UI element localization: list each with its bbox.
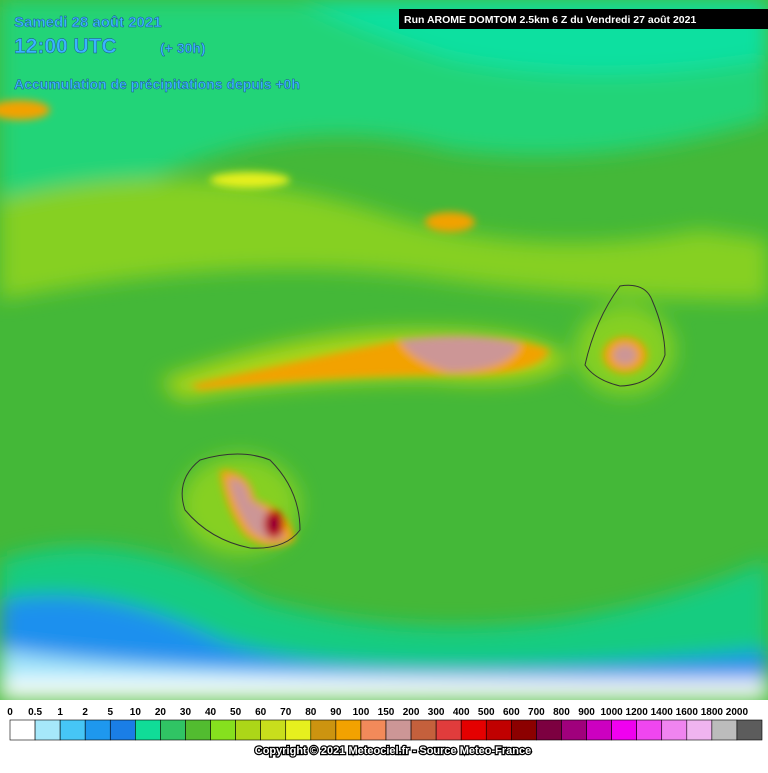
legend-label: 5 xyxy=(107,707,113,718)
lead-time: (+ 30h) xyxy=(160,40,206,56)
legend-label: 400 xyxy=(453,707,470,718)
legend-label: 200 xyxy=(403,707,420,718)
legend-swatch xyxy=(561,719,587,741)
legend-swatch xyxy=(135,719,161,741)
legend-label: 20 xyxy=(155,707,167,718)
legend-label: 30 xyxy=(180,707,192,718)
legend-swatch xyxy=(485,719,512,741)
legend-swatch xyxy=(686,719,713,741)
legend-swatch xyxy=(59,719,86,741)
legend-swatch xyxy=(335,719,362,741)
copyright: Copyright © 2021 Meteociel.fr - Source M… xyxy=(255,745,531,757)
legend-label: 700 xyxy=(528,707,545,718)
legend-swatch xyxy=(661,719,688,741)
legend-label: 1000 xyxy=(600,707,623,718)
legend-label: 1800 xyxy=(701,707,724,718)
legend-label: 40 xyxy=(205,707,217,718)
island-outline xyxy=(584,284,666,387)
legend-swatch xyxy=(636,719,663,741)
legend-swatch xyxy=(385,719,412,741)
legend-swatch xyxy=(736,719,763,741)
legend-label: 60 xyxy=(255,707,267,718)
legend-label: 600 xyxy=(503,707,520,718)
island-outline xyxy=(181,453,301,549)
legend-swatch xyxy=(360,719,387,741)
legend-swatch xyxy=(84,719,111,741)
legend-swatch xyxy=(536,719,562,741)
legend-label: 1400 xyxy=(651,707,674,718)
legend-swatch xyxy=(185,719,211,741)
legend-label: 70 xyxy=(280,707,292,718)
legend-label: 300 xyxy=(428,707,445,718)
legend-label: 50 xyxy=(230,707,242,718)
legend-swatch xyxy=(210,719,236,741)
legend-swatch xyxy=(611,719,637,741)
forecast-date: Samedi 28 août 2021 xyxy=(14,14,162,31)
legend-label: 500 xyxy=(478,707,495,718)
legend-swatch xyxy=(586,719,612,741)
product-name: Accumulation de précipitations depuis +0… xyxy=(14,76,300,92)
legend-swatch xyxy=(9,719,36,741)
legend-swatch xyxy=(511,719,537,741)
legend-label: 80 xyxy=(305,707,317,718)
legend-swatch xyxy=(435,719,462,741)
legend-swatch xyxy=(410,719,437,741)
legend-label: 1600 xyxy=(676,707,699,718)
legend-label: 150 xyxy=(378,707,395,718)
legend-swatch xyxy=(109,719,136,741)
legend-label: 800 xyxy=(553,707,570,718)
legend-swatch xyxy=(260,719,287,741)
legend: 0 0.5 1 2 5 10 20 30 40 50 60 70 80 90 100 150 200 300 400… xyxy=(7,707,763,741)
legend-swatch xyxy=(711,719,738,741)
legend-swatch xyxy=(285,719,312,741)
run-info: Run AROME DOMTOM 2.5km 6 Z du Vendredi 2… xyxy=(404,14,696,26)
legend-swatch xyxy=(460,719,487,741)
forecast-time: 12:00 UTC xyxy=(14,35,117,58)
legend-label: 0 xyxy=(7,707,13,718)
legend-swatch xyxy=(160,719,186,741)
legend-label: 2 xyxy=(82,707,88,718)
legend-label: 1 xyxy=(57,707,63,718)
legend-label: 2000 xyxy=(726,707,749,718)
legend-label: 10 xyxy=(130,707,142,718)
legend-label: 900 xyxy=(578,707,595,718)
legend-label: 100 xyxy=(353,707,370,718)
legend-label: 90 xyxy=(330,707,342,718)
legend-swatch xyxy=(310,719,337,741)
legend-label: 0.5 xyxy=(28,707,42,718)
run-banner xyxy=(399,9,768,29)
legend-label: 1200 xyxy=(626,707,649,718)
map-field xyxy=(0,0,768,700)
legend-swatch xyxy=(235,719,261,741)
legend-swatch xyxy=(34,719,61,741)
